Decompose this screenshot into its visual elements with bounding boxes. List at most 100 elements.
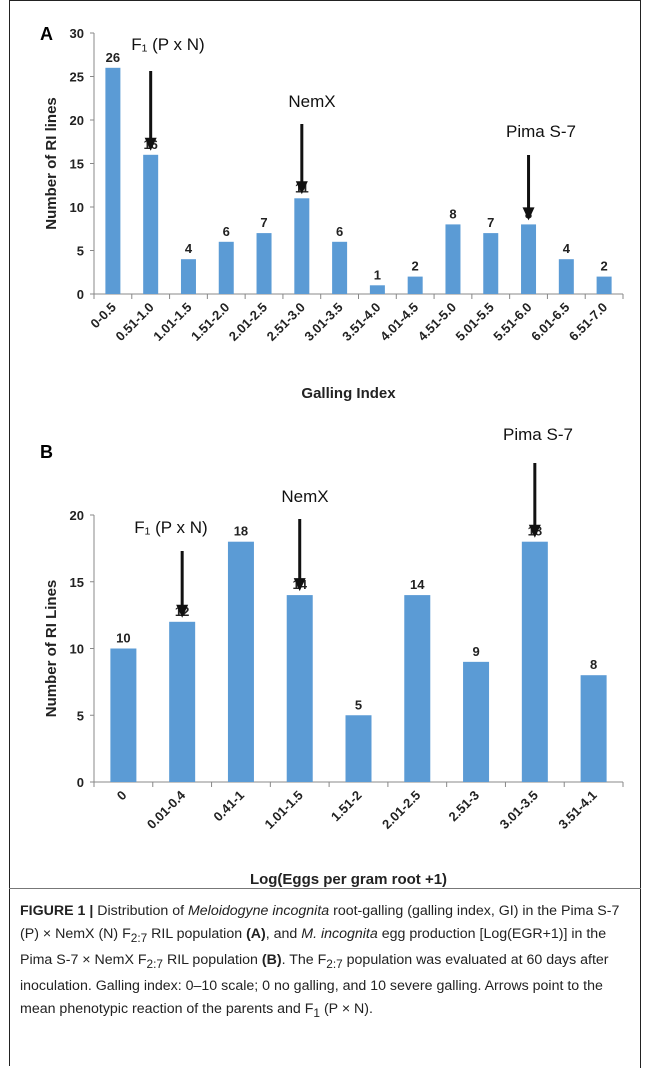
y-tick-label: 25	[70, 70, 84, 85]
bar	[332, 241, 348, 294]
category-label: 2.51-3	[445, 788, 482, 825]
bar-value-label: 4	[185, 241, 193, 256]
category-label: 1.51-2.0	[188, 300, 232, 344]
annotation-arrowhead	[176, 604, 189, 618]
caption-text: . The F	[281, 951, 327, 968]
annotation-label: Pima S-7	[506, 122, 576, 141]
caption-text: egg production [Log(EGR+1)] in the Pima …	[20, 925, 607, 968]
y-tick-label: 20	[70, 508, 84, 523]
bar-value-label: 7	[487, 215, 494, 230]
bar	[169, 621, 196, 782]
annotation-arrowhead	[295, 181, 308, 195]
bar-value-label: 18	[234, 524, 248, 539]
y-tick-label: 15	[70, 575, 84, 590]
figure-caption: FIGURE 1 | Distribution of Meloidogyne i…	[20, 900, 630, 1024]
category-label: 4.51-5.0	[415, 300, 459, 344]
frame-right-border	[640, 0, 641, 1068]
category-label: 3.01-3.5	[301, 300, 345, 344]
y-tick-label: 15	[70, 157, 84, 172]
caption-subscript: 2:7	[326, 956, 343, 971]
annotation-arrowhead	[144, 137, 157, 151]
y-tick-label: 30	[70, 26, 84, 41]
bar-value-label: 2	[600, 259, 607, 274]
caption-text: RIL population	[163, 951, 262, 968]
category-label: 2.51-3.0	[264, 300, 308, 344]
annotation-label: NemX	[288, 92, 335, 111]
category-label: 6.01-6.5	[528, 300, 572, 344]
annotation-arrowhead	[522, 207, 535, 221]
caption-subscript: 2:7	[130, 930, 148, 945]
bar	[558, 259, 574, 294]
bar-value-label: 7	[260, 215, 267, 230]
annotation-label: Pima S-7	[503, 425, 573, 444]
category-label: 0	[114, 788, 130, 804]
caption-subscript: 1	[313, 1005, 320, 1020]
bar-value-label: 5	[355, 697, 362, 712]
bar	[580, 675, 607, 782]
y-tick-label: 5	[77, 244, 84, 259]
figure-frame	[9, 0, 640, 1066]
annotation-label: NemX	[281, 487, 328, 506]
y-tick-label: 5	[77, 708, 84, 723]
bar	[445, 224, 461, 294]
bar	[256, 233, 272, 294]
bar-value-label: 6	[223, 224, 230, 239]
bar-value-label: 8	[449, 206, 456, 221]
category-label: 0.51-1.0	[112, 300, 156, 344]
caption-text: Distribution of	[93, 903, 188, 919]
annotation-arrowhead	[293, 578, 306, 592]
caption-divider	[9, 888, 641, 889]
category-label: 1.01-1.5	[262, 788, 306, 832]
panel-letter: B	[40, 442, 53, 462]
panel-a-chart: A051015202530261646711612878420-0.50.51-…	[40, 24, 624, 402]
panel-letter: A	[40, 24, 53, 44]
bar-value-label: 1	[374, 267, 381, 282]
y-tick-label: 20	[70, 113, 84, 128]
bar-value-label: 8	[590, 657, 597, 672]
panel-b-chart: B0510152010121814514918800.01-0.40.41-11…	[40, 425, 624, 888]
frame-top-border	[9, 0, 641, 1]
x-axis-title: Log(Eggs per gram root +1)	[250, 871, 447, 888]
bar	[218, 241, 234, 294]
bar	[407, 276, 423, 294]
caption-species-short: M. incognita	[301, 925, 378, 942]
caption-panel-ref-b: (B)	[261, 951, 282, 968]
annotation-label: F₁ (P x N)	[134, 518, 207, 537]
y-tick-label: 0	[77, 775, 84, 790]
category-label: 0.41-1	[210, 788, 247, 825]
caption-subscript: 2:7	[146, 956, 163, 971]
bar	[404, 595, 431, 782]
caption-text: (P × N).	[320, 1000, 373, 1017]
annotation-label: F₁ (P x N)	[131, 35, 204, 54]
category-label: 3.51-4.1	[555, 788, 599, 832]
caption-text: population was evaluated at 60 days afte…	[20, 951, 609, 1017]
bar	[483, 233, 499, 294]
annotation-arrowhead	[528, 524, 541, 538]
caption-species: Meloidogyne incognita	[187, 903, 330, 919]
caption-text: , and	[265, 925, 302, 942]
caption-figure-label: FIGURE 1 |	[20, 903, 94, 919]
category-label: 2.01-2.5	[226, 300, 270, 344]
category-label: 5.51-6.0	[490, 300, 534, 344]
bar	[286, 595, 313, 782]
bar	[105, 67, 121, 294]
bar	[463, 661, 490, 782]
caption-text: RIL population	[147, 925, 247, 942]
category-label: 1.51-2	[328, 788, 365, 825]
bar	[345, 715, 372, 782]
category-label: 5.01-5.5	[453, 300, 497, 344]
category-label: 0-0.5	[87, 300, 119, 332]
category-label: 3.01-3.5	[497, 788, 541, 832]
bar	[521, 541, 548, 782]
category-label: 0.01-0.4	[144, 787, 189, 832]
category-label: 1.01-1.5	[150, 300, 194, 344]
bar-value-label: 4	[563, 241, 571, 256]
y-tick-label: 0	[77, 287, 84, 302]
y-tick-label: 10	[70, 642, 84, 657]
caption-panel-ref-a: (A)	[246, 925, 266, 942]
bar	[369, 285, 385, 294]
bar-value-label: 10	[116, 631, 130, 646]
bar	[596, 276, 612, 294]
bar-value-label: 14	[410, 577, 425, 592]
y-axis-title: Number of RI lines	[43, 97, 60, 230]
